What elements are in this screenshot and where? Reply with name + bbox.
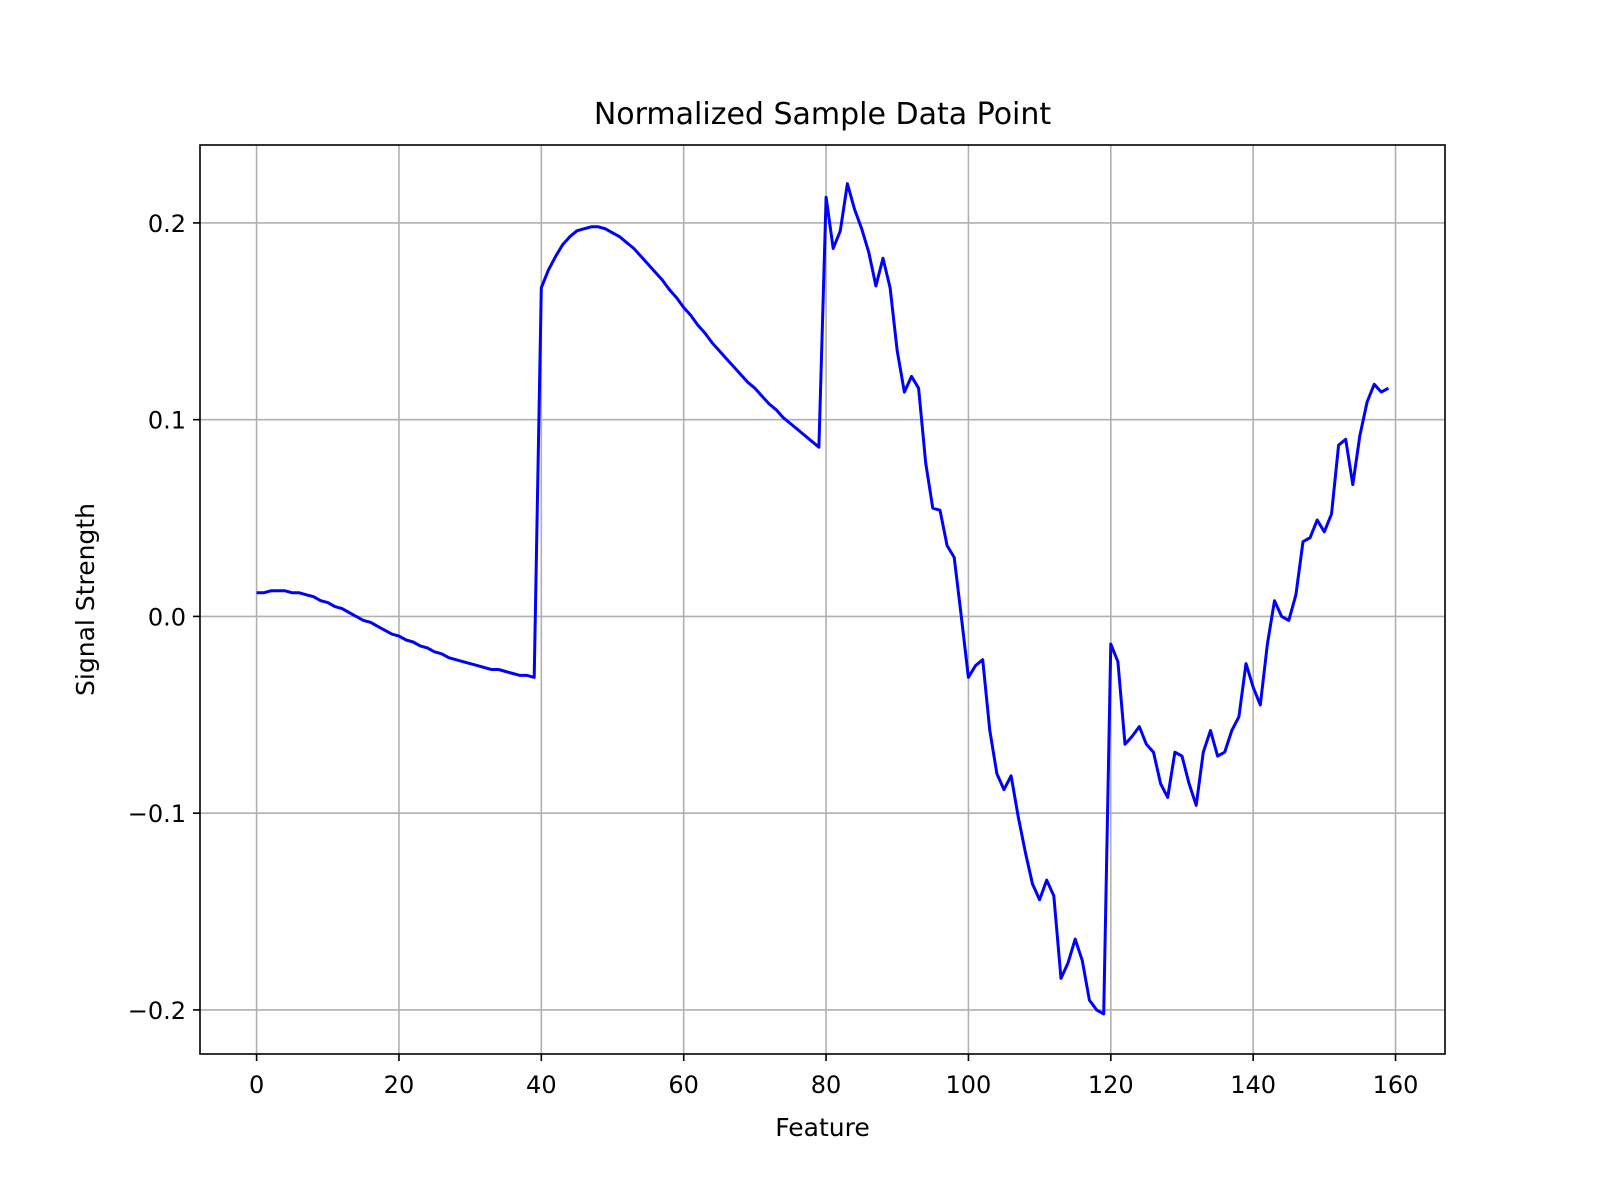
x-tick-label: 40 [526, 1071, 557, 1099]
y-axis-ticks: −0.2 −0.1 0.0 0.1 0.2 [128, 210, 200, 1025]
chart-title: Normalized Sample Data Point [594, 97, 1052, 132]
x-tick-label: 20 [384, 1071, 415, 1099]
x-tick-label: 140 [1230, 1071, 1276, 1099]
y-axis-label: Signal Strength [71, 503, 100, 696]
series-line [256, 182, 1390, 1016]
x-tick-label: 0 [249, 1071, 264, 1099]
gridlines [200, 145, 1445, 1054]
series-line-group [256, 182, 1390, 1016]
x-tick-label: 80 [811, 1071, 842, 1099]
y-tick-label: 0.2 [148, 210, 186, 238]
x-tick-label: 60 [668, 1071, 699, 1099]
y-tick-label: −0.2 [128, 997, 186, 1025]
x-tick-label: 160 [1373, 1071, 1419, 1099]
x-axis-label: Feature [775, 1113, 869, 1142]
x-tick-label: 120 [1088, 1071, 1134, 1099]
x-axis-ticks: 0 20 40 60 80 100 120 140 160 [249, 1054, 1418, 1099]
x-tick-label: 100 [946, 1071, 992, 1099]
plot-area-frame [199, 144, 1446, 1055]
y-tick-label: 0.1 [148, 407, 186, 435]
y-tick-label: −0.1 [128, 800, 186, 828]
y-tick-label: 0.0 [148, 603, 186, 631]
